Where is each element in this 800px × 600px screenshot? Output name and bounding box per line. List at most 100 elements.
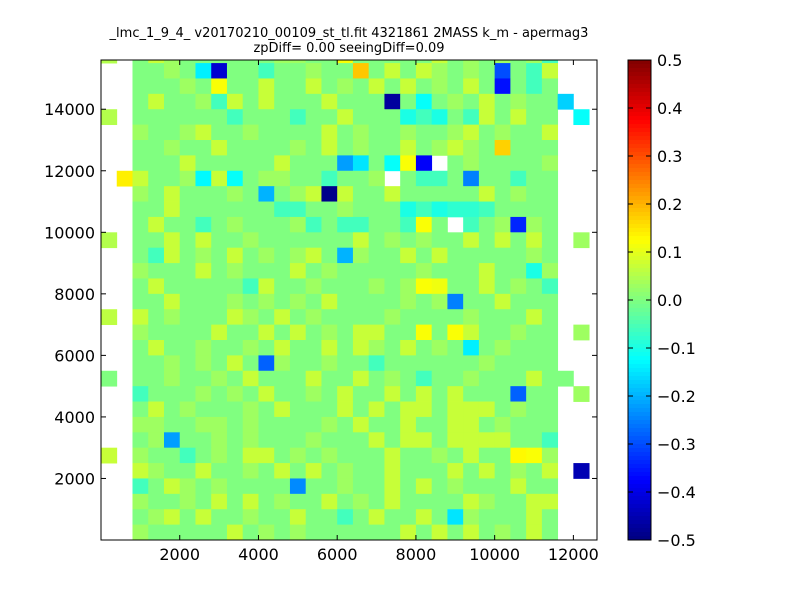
colorbar-segment [628,168,651,173]
heatmap-cell [463,63,480,79]
colorbar-segment [628,504,651,509]
heatmap-cell [258,109,275,126]
heatmap-cell [179,324,196,341]
heatmap-cell [179,432,196,449]
heatmap-cell [242,493,259,510]
heatmap-cell [321,124,338,141]
heatmap-cell [431,355,448,372]
heatmap-cell [526,170,543,187]
heatmap-cell [321,170,338,187]
heatmap-cell [541,263,559,279]
heatmap-cell [400,524,417,541]
heatmap-cell [274,309,291,326]
heatmap-cell [415,78,433,95]
heatmap-cell [368,232,385,249]
heatmap-cell [163,355,181,372]
heatmap-cell [179,524,196,541]
heatmap-cell [431,524,448,541]
heatmap-cell [305,63,322,79]
heatmap-cell [478,124,496,141]
heatmap-cell [321,109,338,126]
heatmap-cell [447,232,464,249]
heatmap-cell [258,509,275,526]
colorbar-segment [628,376,651,381]
colorbar-segment [628,348,651,353]
heatmap-cell [179,509,196,526]
heatmap-cell [494,340,511,356]
heatmap-cell [494,140,511,156]
heatmap-cell [195,509,212,526]
heatmap-cell [258,201,275,218]
heatmap-cell [274,78,291,95]
colorbar-segment [628,272,651,277]
heatmap-cell [132,216,149,233]
heatmap-cell [415,309,433,326]
heatmap-cell [352,186,370,202]
heatmap-cell [163,386,181,402]
heatmap-cell [526,93,543,110]
heatmap-cell [163,78,181,95]
heatmap-cell [211,386,228,402]
heatmap-cell [226,355,244,372]
colorbar-segment [628,516,651,521]
heatmap-cell [400,463,417,479]
heatmap-cell [526,370,543,387]
colorbar-segment [628,476,651,481]
heatmap-cell [400,509,417,526]
heatmap-cell [179,93,196,110]
heatmap-cell [242,401,259,418]
heatmap-cell [447,386,464,402]
colorbar-segment [628,420,651,425]
heatmap-cell [226,324,244,341]
heatmap-cell [305,493,322,510]
heatmap-cell [101,60,118,64]
heatmap-cell [463,386,480,402]
heatmap-cell [526,78,543,95]
heatmap-cell [226,63,244,79]
heatmap-cell [337,186,354,202]
heatmap-cell [116,170,133,187]
heatmap-cell [289,278,307,295]
heatmap-cell [447,478,464,495]
heatmap-cell [494,447,511,464]
heatmap-cell [289,355,307,372]
heatmap-cell [211,170,228,187]
heatmap-cell [368,201,385,218]
heatmap-cell [305,109,322,126]
heatmap-cell [179,201,196,218]
heatmap-cell [195,232,212,249]
heatmap-cell [148,278,165,295]
heatmap-cell [526,509,543,526]
heatmap-cell [337,478,354,495]
colorbar-segment [628,268,651,273]
heatmap-cell [148,124,165,141]
colorbar-segment [628,484,651,489]
heatmap-cell [463,93,480,110]
colorbar-segment [628,372,651,377]
heatmap-cell [101,370,118,387]
heatmap-cell [400,232,417,249]
heatmap-cell [195,78,212,95]
heatmap-cell [321,201,338,218]
heatmap-cell [179,309,196,326]
heatmap-cell [274,463,291,479]
heatmap-cell [494,216,511,233]
heatmap-cell [195,124,212,141]
heatmap-cell [274,247,291,264]
heatmap-cell [431,93,448,110]
x-tick-label: 2000 [159,545,200,564]
colorbar-segment [628,456,651,461]
heatmap-cell [352,155,370,172]
heatmap-cell [384,432,401,449]
colorbar-segment [628,300,651,305]
colorbar-tick-label: 0.5 [657,51,682,70]
heatmap-cell [447,524,464,541]
heatmap-cell [431,309,448,326]
heatmap-cell [211,93,228,110]
heatmap-cell [195,493,212,510]
heatmap-cell [289,509,307,526]
heatmap-cell [179,478,196,495]
heatmap-cell [321,309,338,326]
colorbar-segment [628,208,651,213]
